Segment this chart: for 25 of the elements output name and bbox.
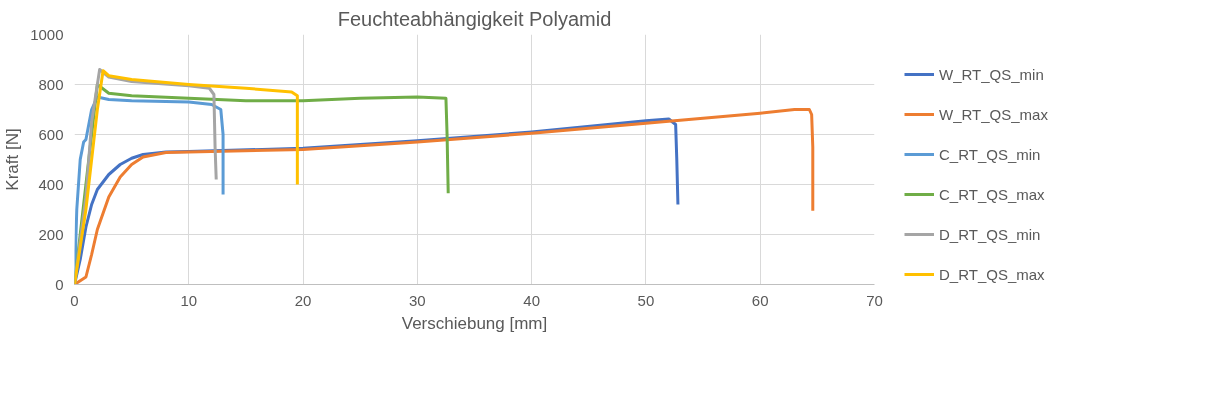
x-tick-label: 70 <box>866 291 883 309</box>
x-axis-title: Verschiebung [mm] <box>401 313 548 333</box>
y-tick-label: 400 <box>38 175 64 193</box>
line-series <box>74 69 299 285</box>
x-tick-label: 40 <box>523 291 540 309</box>
legend-label: D_RT_QS_max <box>939 265 1046 283</box>
legend-label: C_RT_QS_min <box>939 145 1042 163</box>
x-tick-label: 60 <box>751 291 769 309</box>
y-tick-label: 600 <box>38 125 64 143</box>
legend-label: D_RT_QS_min <box>939 225 1042 243</box>
legend-label: W_RT_QS_max <box>939 105 1049 123</box>
x-tick-label: 20 <box>294 291 312 309</box>
x-tick-label: 50 <box>637 291 655 309</box>
chart-title: Feuchteabhängigkeit Polyamid <box>337 7 612 30</box>
y-axis-title: Kraft [N] <box>3 128 23 191</box>
x-tick-label: 0 <box>70 291 79 309</box>
y-tick-label: 800 <box>38 75 64 93</box>
y-tick-label: 200 <box>38 225 64 243</box>
line-series <box>74 108 815 285</box>
legend-label: W_RT_QS_min <box>939 65 1045 83</box>
y-tick-label: 1000 <box>30 25 64 43</box>
legend-label: C_RT_QS_max <box>939 185 1046 203</box>
x-tick-label: 30 <box>409 291 426 309</box>
x-tick-label: 10 <box>180 291 198 309</box>
y-tick-label: 0 <box>55 275 64 293</box>
